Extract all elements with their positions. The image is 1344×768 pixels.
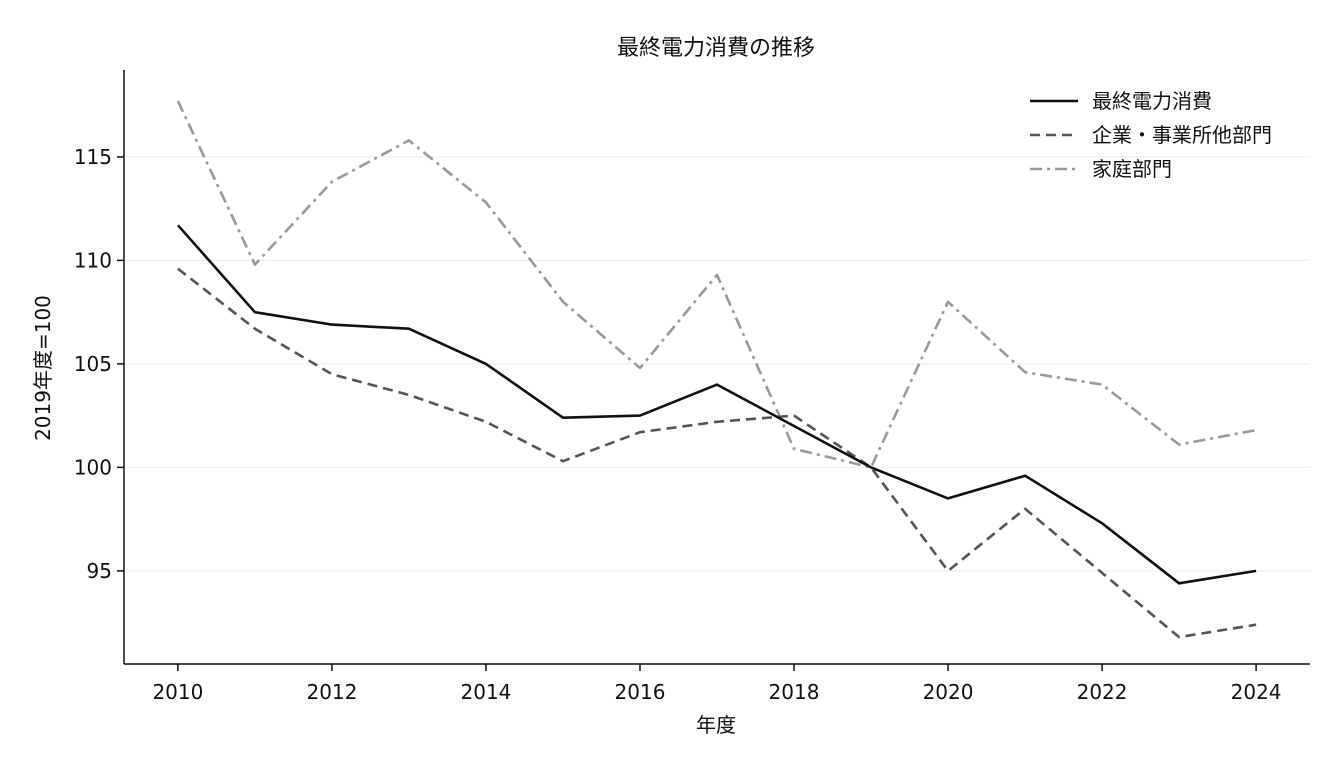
y-tick-label-100: 100	[74, 455, 112, 479]
series-lines	[176, 100, 1257, 639]
x-tick-label-2014: 2014	[461, 680, 512, 704]
series-line-3	[176, 100, 1257, 469]
x-tick-label-2020: 2020	[923, 680, 974, 704]
tick-labels: 95 100 105 110 115 2010 2012 2014 2016 2018 2020 20…	[74, 145, 1282, 704]
y-tick-label-95: 95	[87, 559, 112, 583]
y-tick-label-110: 110	[74, 248, 112, 272]
legend-label-1: 最終電力消費	[1092, 89, 1212, 113]
x-tick-label-2012: 2012	[306, 680, 357, 704]
legend-label-2: 企業・事業所他部門	[1092, 123, 1272, 147]
y-axis-label: 2019年度=100	[31, 295, 55, 441]
y-tick-label-115: 115	[74, 145, 112, 169]
series-line-1	[176, 224, 1257, 585]
grid-lines	[124, 156, 1310, 572]
legend-label-3: 家庭部門	[1092, 157, 1172, 181]
axes	[117, 70, 1310, 671]
x-tick-label-2022: 2022	[1077, 680, 1128, 704]
x-tick-label-2010: 2010	[152, 680, 203, 704]
x-tick-label-2018: 2018	[769, 680, 820, 704]
chart-title: 最終電力消費の推移	[617, 36, 815, 61]
x-tick-label-2024: 2024	[1231, 680, 1282, 704]
x-tick-label-2016: 2016	[615, 680, 666, 704]
series-line-2	[177, 267, 1257, 639]
x-axis-label: 年度	[696, 713, 736, 737]
y-tick-label-105: 105	[74, 352, 112, 376]
